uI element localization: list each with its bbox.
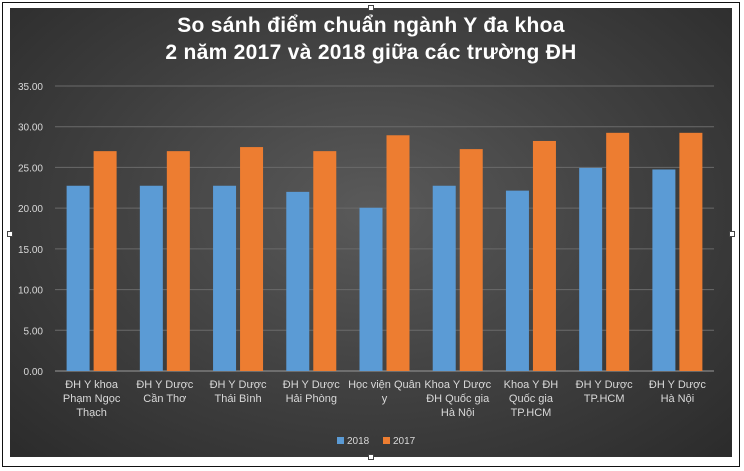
bar-2017: [166, 151, 190, 371]
x-tick-label: ĐH Y Dược Thái Bình: [210, 379, 267, 405]
x-tick-label: Khoa Y ĐH Quốc gia TP.HCM: [504, 379, 559, 419]
bar-2018: [286, 191, 310, 371]
legend-label-2018: 2018: [347, 436, 370, 447]
bar-2017: [606, 132, 630, 371]
bar-2017: [313, 151, 337, 371]
y-tick-label: 30.00: [18, 123, 43, 134]
resize-handle-right[interactable]: [729, 231, 735, 237]
x-tick-label: ĐH Y Dược Hà Nội: [649, 379, 706, 405]
bar-2017: [386, 135, 410, 371]
legend-swatch-2018: [337, 437, 344, 444]
bar-2018: [66, 185, 90, 371]
y-tick-label: 25.00: [18, 163, 43, 174]
bar-2018: [579, 167, 603, 371]
bar-2018: [359, 207, 383, 371]
bar-2017: [93, 151, 117, 371]
chart-title-line-1: So sánh điểm chuẩn ngành Y đa khoa: [177, 14, 565, 37]
legend-label-2017: 2017: [393, 436, 416, 447]
y-tick-label: 10.00: [18, 286, 43, 297]
chart-title-line-2: 2 năm 2017 và 2018 giữa các trường ĐH: [165, 41, 577, 64]
resize-handle-left[interactable]: [7, 231, 13, 237]
x-tick-label: ĐH Y Dược Cần Thơ: [136, 379, 193, 405]
bar-2017: [459, 149, 483, 371]
resize-handle-top[interactable]: [368, 5, 374, 11]
legend-swatch-2017: [383, 437, 390, 444]
y-tick-label: 15.00: [18, 245, 43, 256]
bar-2017: [679, 132, 703, 371]
resize-handle-bottom[interactable]: [368, 454, 374, 460]
x-tick-label: ĐH Y Dược Hải Phòng: [283, 379, 340, 405]
y-tick-label: 5.00: [24, 326, 44, 337]
chart-title: So sánh điểm chuẩn ngành Y đa khoa 2 năm…: [10, 12, 732, 66]
bar-2018: [652, 169, 676, 371]
bar-2017: [240, 147, 264, 371]
x-tick-label: Học viện Quân y: [348, 379, 421, 405]
bar-2018: [505, 190, 529, 371]
bar-2018: [139, 185, 163, 371]
bar-2017: [532, 140, 556, 371]
y-tick-label: 20.00: [18, 204, 43, 215]
y-tick-label: 35.00: [18, 82, 43, 93]
chart-frame: [2, 2, 740, 467]
bar-2018: [432, 185, 456, 371]
y-tick-label: 0.00: [24, 367, 44, 378]
bar-2018: [213, 185, 237, 371]
x-tick-label: ĐH Y khoa Phạm Ngọc Thạch: [63, 379, 121, 419]
x-tick-label: Khoa Y Dược ĐH Quốc gia Hà Nội: [424, 379, 491, 419]
x-tick-label: ĐH Y Dược TP.HCM: [576, 379, 633, 405]
